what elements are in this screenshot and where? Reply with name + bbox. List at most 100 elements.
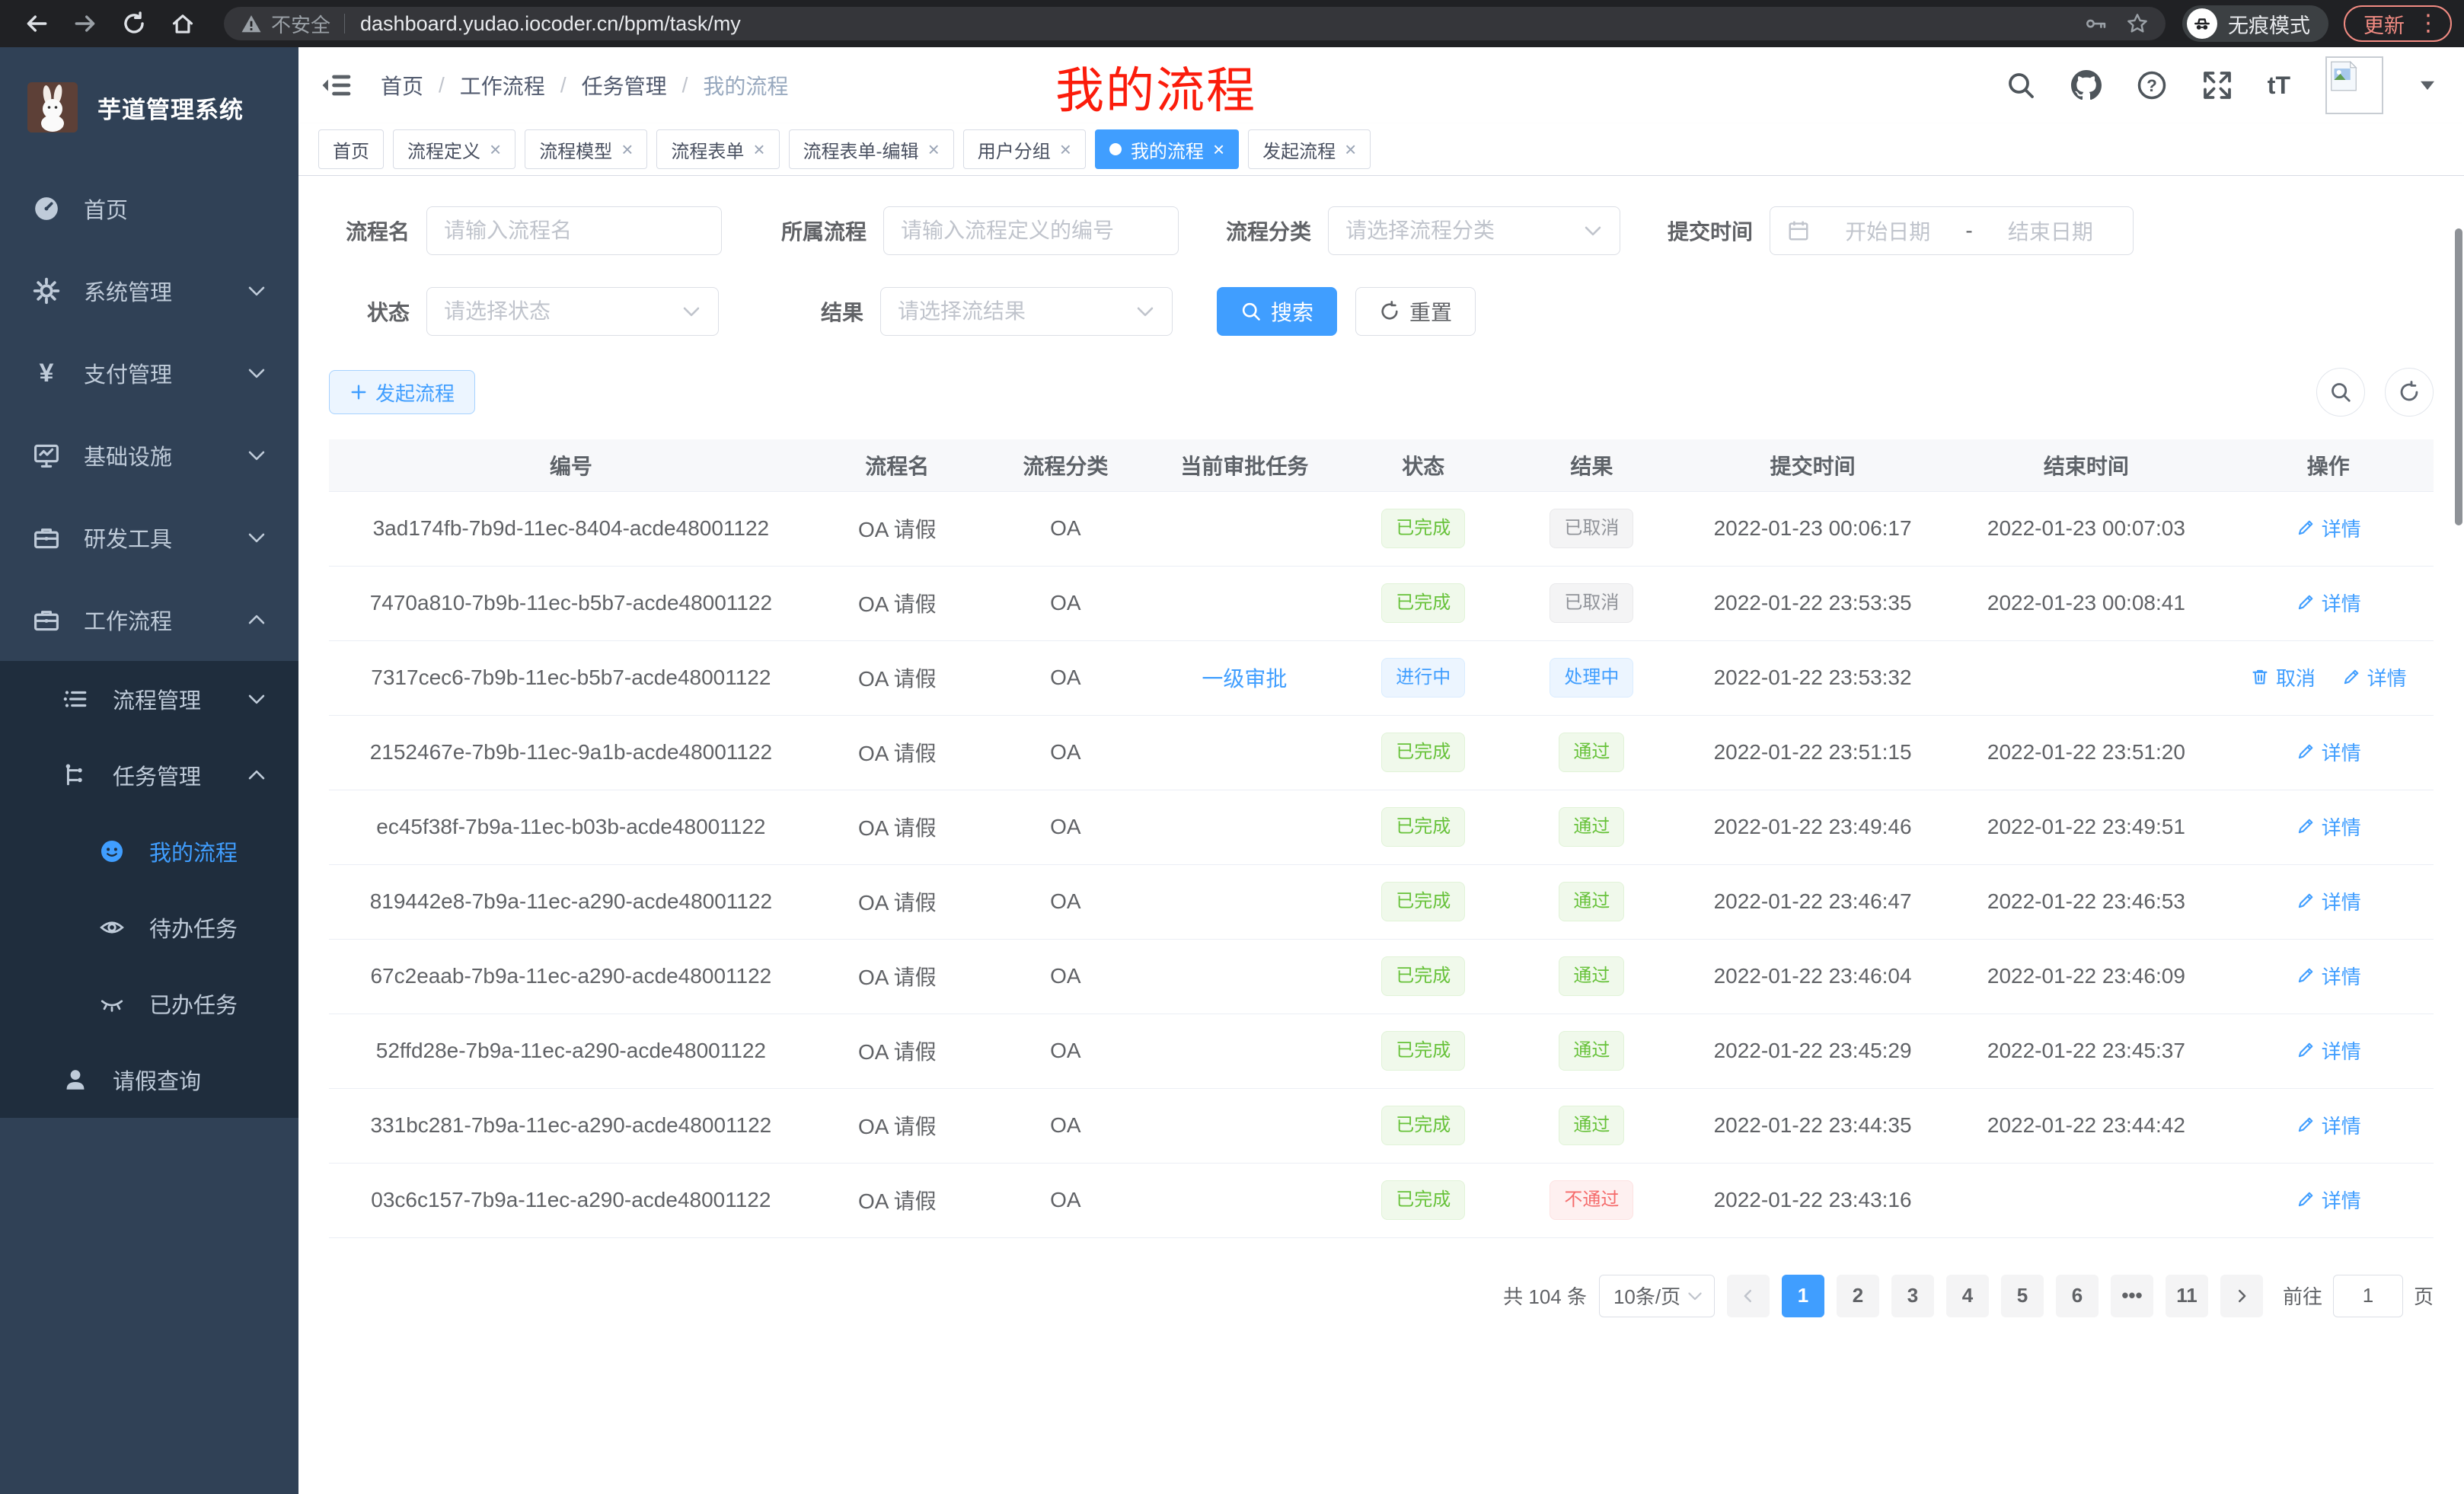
status-select-input[interactable] xyxy=(444,299,674,324)
tab-process-form-edit[interactable]: 流程表单-编辑 × xyxy=(788,129,954,169)
process-table: 编号 流程名 流程分类 当前审批任务 状态 结果 提交时间 结束时间 操作 3a… xyxy=(329,439,2434,1238)
sidebar-item-system[interactable]: 系统管理 xyxy=(0,250,298,332)
end-time: 2022-01-22 23:46:53 xyxy=(1949,864,2223,940)
scrollbar-thumb[interactable] xyxy=(2455,228,2462,525)
update-button[interactable]: 更新 ⋮ xyxy=(2344,5,2452,42)
close-icon[interactable]: × xyxy=(753,138,765,161)
status-select[interactable] xyxy=(426,287,719,336)
start-date-placeholder[interactable]: 开始日期 xyxy=(1845,220,1931,244)
close-icon[interactable]: × xyxy=(1059,138,1071,161)
caret-down-icon[interactable] xyxy=(2418,78,2437,92)
breadcrumb-task[interactable]: 任务管理 xyxy=(581,75,667,98)
page-size-select[interactable]: 10条/页 xyxy=(1598,1274,1715,1317)
detail-link[interactable]: 详情 xyxy=(2296,589,2361,617)
password-key-icon[interactable] xyxy=(2085,12,2108,35)
search-icon[interactable] xyxy=(2006,70,2036,101)
submit-time: 2022-01-22 23:53:35 xyxy=(1675,566,1950,641)
browser-reload-icon[interactable] xyxy=(121,11,147,37)
start-process-button[interactable]: 发起流程 xyxy=(329,370,476,414)
page-button-3[interactable]: 3 xyxy=(1891,1274,1934,1317)
close-icon[interactable]: × xyxy=(621,138,634,161)
refresh-table-button[interactable] xyxy=(2385,368,2434,417)
detail-link[interactable]: 详情 xyxy=(2296,1036,2361,1065)
detail-link[interactable]: 详情 xyxy=(2296,514,2361,542)
help-icon[interactable]: ? xyxy=(2137,70,2167,101)
detail-link[interactable]: 详情 xyxy=(2296,738,2361,766)
detail-link[interactable]: 详情 xyxy=(2296,812,2361,841)
next-page-button[interactable] xyxy=(2220,1274,2263,1317)
sidebar-collapse-icon[interactable] xyxy=(321,69,353,101)
pagination: 共 104 条 10条/页 1 2 3 4 5 6 ••• 11 前往 页 xyxy=(329,1274,2434,1317)
breadcrumb-workflow[interactable]: 工作流程 xyxy=(459,75,545,98)
reset-button[interactable]: 重置 xyxy=(1355,287,1476,336)
end-date-placeholder[interactable]: 结束日期 xyxy=(2007,220,2093,244)
process-name: OA 请假 xyxy=(812,939,981,1014)
tab-process-form[interactable]: 流程表单 × xyxy=(656,129,780,169)
more-pages-button[interactable]: ••• xyxy=(2110,1274,2153,1317)
process-id: 331bc281-7b9a-11ec-a290-acde48001122 xyxy=(329,1088,813,1164)
browser-back-icon[interactable] xyxy=(24,11,49,37)
font-size-icon[interactable]: tT xyxy=(2267,71,2290,99)
sidebar-item-devtools[interactable]: 研发工具 xyxy=(0,496,298,579)
close-icon[interactable]: × xyxy=(490,138,502,161)
app-logo xyxy=(27,82,78,132)
close-icon[interactable]: × xyxy=(1345,138,1357,161)
page-button-2[interactable]: 2 xyxy=(1836,1274,1879,1317)
detail-link[interactable]: 详情 xyxy=(2296,1111,2361,1139)
breadcrumb-home[interactable]: 首页 xyxy=(381,75,424,98)
tab-process-definition[interactable]: 流程定义 × xyxy=(393,129,516,169)
submit-time: 2022-01-22 23:53:32 xyxy=(1675,640,1950,716)
current-task-link[interactable]: 一级审批 xyxy=(1202,667,1288,691)
browser-forward-icon[interactable] xyxy=(72,11,98,37)
sidebar-item-label: 任务管理 xyxy=(113,765,202,790)
tab-my-process[interactable]: 我的流程 × xyxy=(1094,129,1240,169)
result-select-input[interactable] xyxy=(898,299,1128,324)
broken-image-icon xyxy=(2331,61,2357,91)
process-name-input[interactable] xyxy=(444,219,704,243)
sidebar-item-label: 支付管理 xyxy=(84,363,173,388)
prev-page-button[interactable] xyxy=(1726,1274,1770,1317)
bookmark-star-icon[interactable] xyxy=(2126,12,2149,35)
process-definition-input[interactable] xyxy=(901,219,1161,243)
fullscreen-icon[interactable] xyxy=(2202,70,2233,101)
page-button-4[interactable]: 4 xyxy=(1945,1274,1989,1317)
search-button[interactable]: 搜索 xyxy=(1217,287,1338,336)
page-button-5[interactable]: 5 xyxy=(2000,1274,2044,1317)
browser-home-icon[interactable] xyxy=(170,11,196,37)
sidebar-item-process-management[interactable]: 流程管理 xyxy=(0,661,298,737)
detail-link[interactable]: 详情 xyxy=(2296,887,2361,915)
page-button-6[interactable]: 6 xyxy=(2055,1274,2099,1317)
tab-start-process[interactable]: 发起流程 × xyxy=(1248,129,1371,169)
detail-link[interactable]: 详情 xyxy=(2296,962,2361,990)
goto-page-input[interactable] xyxy=(2332,1274,2403,1317)
sidebar-item-leave-query[interactable]: 请假查询 xyxy=(0,1042,298,1118)
url-bar[interactable]: 不安全 dashboard.yudao.iocoder.cn/bpm/task/… xyxy=(224,7,2166,40)
close-icon[interactable]: × xyxy=(927,138,940,161)
tab-home[interactable]: 首页 xyxy=(318,129,384,169)
sidebar-item-payment[interactable]: ¥ 支付管理 xyxy=(0,332,298,414)
browser-menu-icon[interactable]: ⋮ xyxy=(2417,11,2440,36)
page-button-11[interactable]: 11 xyxy=(2165,1274,2208,1317)
avatar[interactable] xyxy=(2325,56,2383,114)
show-search-button[interactable] xyxy=(2316,368,2365,417)
result-select[interactable] xyxy=(880,287,1173,336)
cancel-link[interactable]: 取消 xyxy=(2250,663,2316,691)
tab-process-model[interactable]: 流程模型 × xyxy=(525,129,648,169)
detail-link[interactable]: 详情 xyxy=(2296,1186,2361,1214)
date-range-picker[interactable]: 开始日期 - 结束日期 xyxy=(1770,206,2134,255)
sidebar-item-infra[interactable]: 基础设施 xyxy=(0,414,298,496)
page-button-1[interactable]: 1 xyxy=(1781,1274,1824,1317)
sidebar-item-my-process[interactable]: 我的流程 xyxy=(0,813,298,889)
sidebar-item-home[interactable]: 首页 xyxy=(0,168,298,250)
sidebar-item-workflow[interactable]: 工作流程 xyxy=(0,579,298,661)
category-select[interactable] xyxy=(1328,206,1621,255)
process-name: OA 请假 xyxy=(812,566,981,641)
sidebar-item-task-management[interactable]: 任务管理 xyxy=(0,737,298,813)
sidebar-item-done-tasks[interactable]: 已办任务 xyxy=(0,966,298,1042)
close-icon[interactable]: × xyxy=(1212,138,1225,161)
detail-link[interactable]: 详情 xyxy=(2341,663,2407,691)
github-icon[interactable] xyxy=(2070,70,2102,101)
sidebar-item-todo-tasks[interactable]: 待办任务 xyxy=(0,889,298,966)
tab-user-group[interactable]: 用户分组 × xyxy=(962,129,1086,169)
category-select-input[interactable] xyxy=(1345,219,1576,243)
